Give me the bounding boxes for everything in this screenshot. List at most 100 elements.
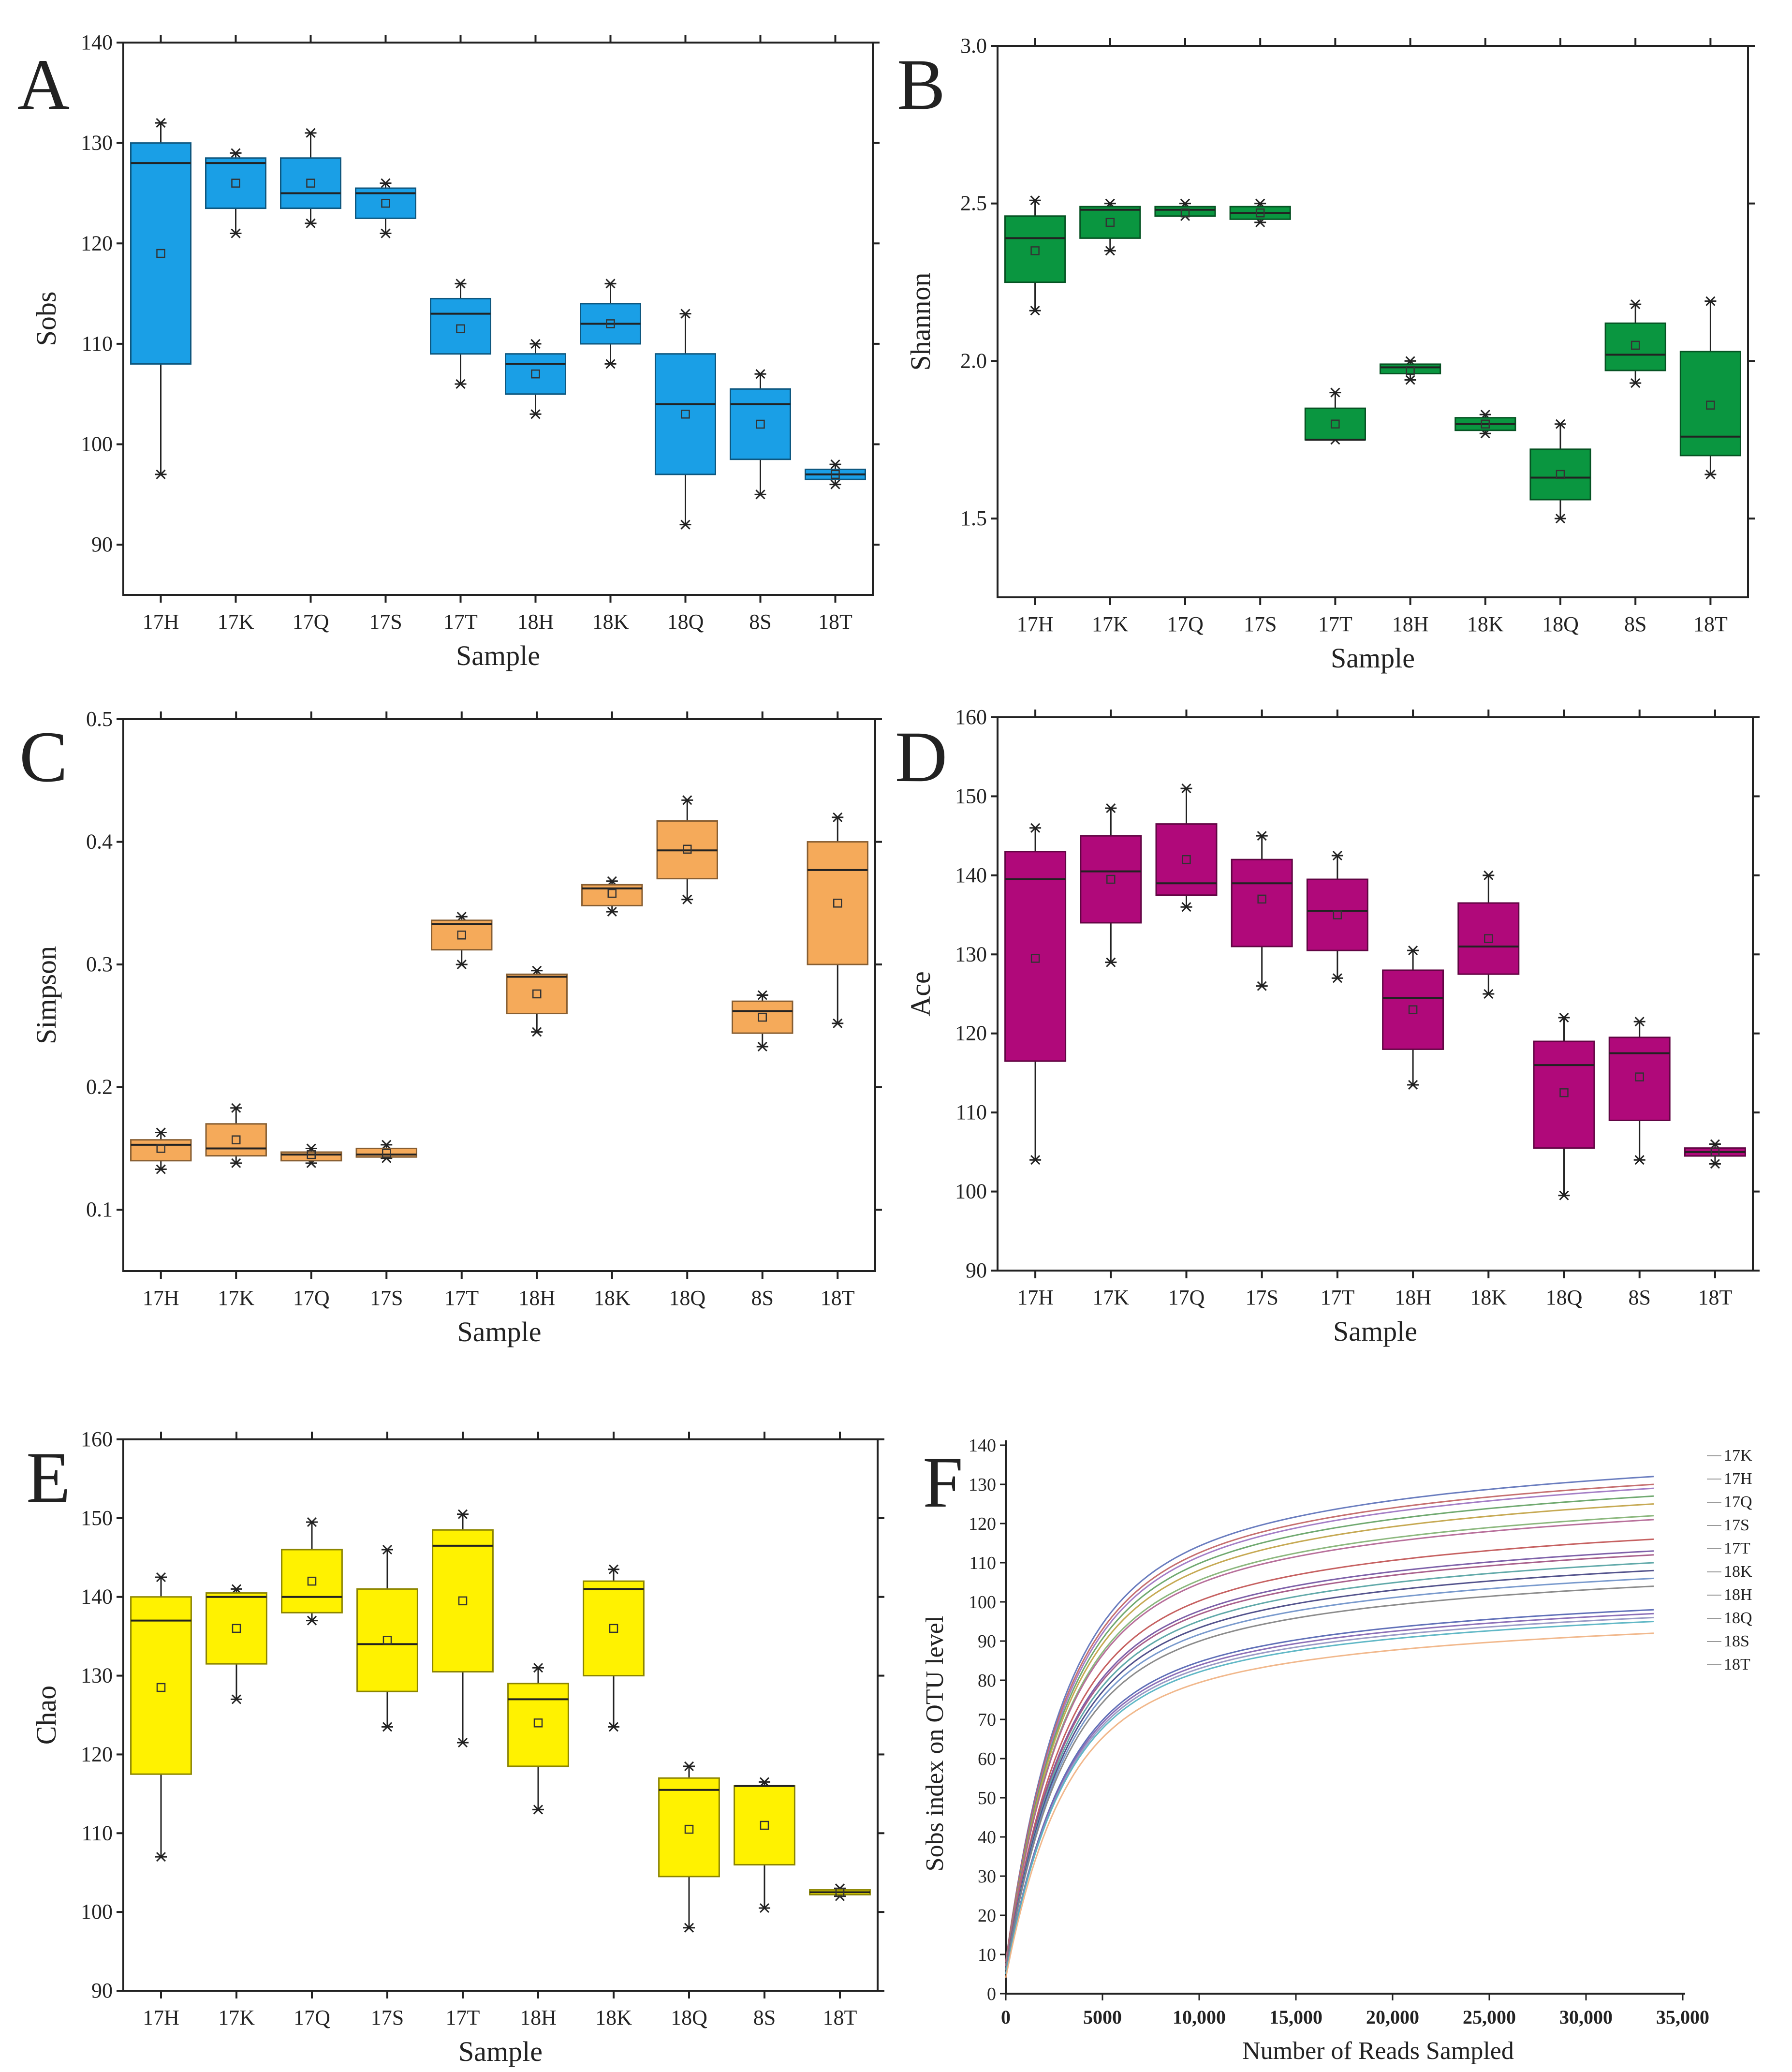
min-marker [1630,378,1642,388]
box-17Q [1154,198,1216,221]
curve-curve-16 [1005,1613,1654,1974]
mean-marker [1331,419,1340,429]
y-tick-label: 70 [978,1710,996,1730]
box-17H [130,118,191,479]
min-marker [455,960,468,970]
max-marker [829,459,841,470]
box-iqr [734,1785,795,1865]
mean-marker [1030,954,1040,963]
box-8S [730,369,791,500]
box-18T [805,459,866,489]
y-tick-label: 30 [978,1866,996,1887]
min-marker [455,379,467,389]
box-iqr [206,1592,267,1665]
x-tick-label: 17S [370,1286,403,1310]
box-iqr [1079,206,1141,239]
x-tick-label: 25,000 [1463,2006,1516,2028]
x-axis-title: Sample [1333,1316,1417,1347]
box-17T [432,1509,494,1748]
min-marker [683,1923,695,1933]
box-iqr [1306,878,1368,951]
box-18K [1454,410,1516,439]
y-tick-label: 140 [81,30,113,54]
mean-marker [381,198,390,208]
mean-marker [758,1012,767,1022]
y-tick-label: 110 [969,1553,996,1573]
min-marker [1029,1155,1042,1165]
box-18H [506,965,568,1037]
box-iqr [583,1580,645,1677]
y-tick-label: 90 [91,1979,113,2002]
curve-curve-3 [1005,1487,1654,1967]
mean-marker [1484,934,1493,943]
mean-marker [531,369,540,379]
x-tick-label: 18H [520,2006,557,2029]
box-iqr [658,1777,720,1878]
max-marker [155,118,167,128]
box-iqr [1155,823,1218,896]
plot-frame [997,45,1749,598]
y-tick-label: 40 [978,1827,996,1848]
x-tick-label: 17H [1017,1286,1054,1309]
mean-marker [1710,1147,1720,1157]
box-iqr [430,297,491,355]
y-tick-label: 120 [969,1514,996,1534]
box-18H [507,1663,569,1815]
legend-label: 18K [1724,1563,1752,1581]
x-tick-label: 17T [444,1286,479,1310]
box-17Q [280,1143,342,1168]
box-8S [1604,299,1666,388]
legend-label: 17H [1724,1470,1752,1488]
box-17S [1231,831,1293,991]
box-iqr [655,353,716,475]
box-iqr [130,1596,192,1775]
min-marker [1029,306,1041,316]
max-marker [679,309,691,319]
max-marker [380,178,392,188]
panel-letter: F [923,1442,963,1523]
box-17K [205,1103,267,1168]
legend-label: 18T [1724,1656,1750,1673]
x-tick-label: 17S [371,2006,404,2029]
box-17S [355,1140,417,1163]
box-8S [732,990,793,1052]
x-tick-label: 17K [1092,612,1129,636]
box-iqr [505,353,566,395]
max-marker [155,1127,167,1138]
y-tick-label: 3.0 [960,34,987,58]
min-marker [1256,981,1268,991]
min-marker [1404,375,1416,385]
box-17H [130,1127,192,1174]
x-tick-label: 18Q [1542,612,1579,636]
curve-curve-5 [1005,1503,1654,1967]
y-tick-label: 1.5 [960,506,987,530]
box-18Q [1529,419,1591,524]
mean-marker [609,1624,618,1633]
y-tick-label: 100 [955,1180,987,1203]
min-marker [155,469,167,479]
box-18K [580,279,641,369]
x-tick-label: 18T [1693,612,1728,636]
y-tick-label: 120 [955,1021,987,1045]
box-17K [1079,198,1141,256]
y-tick-label: 0.2 [86,1075,113,1099]
mean-marker [382,1149,391,1158]
mean-marker [232,1135,241,1144]
mean-marker [831,470,840,479]
box-iqr [1380,363,1441,374]
min-marker [230,228,242,238]
plot-frame [122,718,876,1272]
box-iqr [1304,407,1366,441]
x-tick-label: 17T [1320,1286,1354,1309]
max-marker [759,1777,770,1787]
box-iqr [432,1529,494,1672]
box-18K [1457,870,1520,999]
box-iqr [280,157,341,209]
y-tick-label: 90 [966,1258,987,1282]
max-marker [531,965,543,976]
x-tick-label: 17S [369,610,402,634]
box-iqr [1154,206,1216,217]
mean-marker [1706,400,1715,410]
mean-marker [760,1820,769,1830]
max-marker [606,876,618,886]
